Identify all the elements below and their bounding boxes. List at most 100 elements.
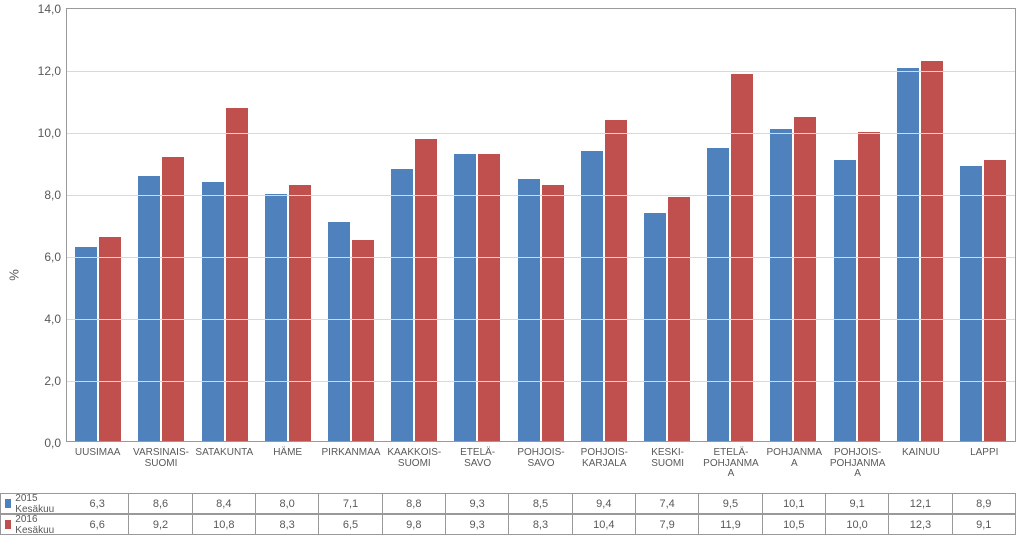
gridline: [67, 381, 1015, 382]
data-table-cell: 6,5: [319, 514, 382, 535]
series-name: 2015 Kesäkuu: [15, 493, 60, 515]
bar-series-0: [960, 166, 982, 441]
data-table-cell: 9,1: [953, 514, 1016, 535]
data-table-cell: 8,6: [129, 493, 192, 514]
category-label: ETELÄ-POHJANMAA: [699, 448, 762, 490]
bar-series-1: [289, 185, 311, 441]
data-table-cell: 9,5: [699, 493, 762, 514]
bar-series-0: [518, 179, 540, 441]
bar-group: [320, 9, 383, 441]
bar-series-1: [352, 240, 374, 441]
bar-series-1: [984, 160, 1006, 441]
category-label: HÄME: [256, 448, 319, 490]
bar-series-0: [202, 182, 224, 441]
bar-group: [762, 9, 825, 441]
bar-series-0: [644, 213, 666, 441]
data-table-cell: 7,1: [319, 493, 382, 514]
bar-series-1: [605, 120, 627, 441]
data-table-cell: 9,8: [383, 514, 446, 535]
data-table-cell: 9,4: [573, 493, 636, 514]
data-table-cell: 10,8: [193, 514, 256, 535]
y-tick-label: 4,0: [44, 312, 67, 326]
category-label: PIRKANMAA: [319, 448, 382, 490]
data-table-cell: 9,2: [129, 514, 192, 535]
bar-group: [636, 9, 699, 441]
category-label: POHJANMAA: [763, 448, 826, 490]
category-label: POHJOIS-POHJANMAA: [826, 448, 889, 490]
bar-series-1: [162, 157, 184, 441]
data-table-row: 2016 Kesäkuu6,69,210,88,36,59,89,38,310,…: [0, 514, 1016, 535]
bar-series-0: [265, 194, 287, 441]
data-table-cell: 11,9: [699, 514, 762, 535]
gridline: [67, 257, 1015, 258]
y-tick-label: 14,0: [38, 2, 67, 16]
category-label: ETELÄ-SAVO: [446, 448, 509, 490]
data-table-cell: 7,9: [636, 514, 699, 535]
bar-group: [699, 9, 762, 441]
y-tick-label: 8,0: [44, 188, 67, 202]
category-label: VARSINAIS-SUOMI: [129, 448, 192, 490]
data-table-cell: 10,0: [826, 514, 889, 535]
bar-group: [446, 9, 509, 441]
y-axis-label: %: [7, 269, 22, 281]
data-table-row-header: 2016 Kesäkuu: [0, 514, 66, 535]
bar-group: [257, 9, 320, 441]
gridline: [67, 195, 1015, 196]
data-table-cell: 10,1: [763, 493, 826, 514]
bar-group: [67, 9, 130, 441]
bar-group: [573, 9, 636, 441]
data-table-cell: 8,4: [193, 493, 256, 514]
data-table-cell: 9,3: [446, 493, 509, 514]
category-label: SATAKUNTA: [193, 448, 256, 490]
data-table-cell: 8,9: [953, 493, 1016, 514]
bar-series-0: [454, 154, 476, 441]
bar-series-1: [226, 108, 248, 441]
data-table-row: 2015 Kesäkuu6,38,68,48,07,18,89,38,59,47…: [0, 493, 1016, 514]
data-table-cell: 8,5: [509, 493, 572, 514]
data-table-cell: 8,0: [256, 493, 319, 514]
y-tick-label: 12,0: [38, 64, 67, 78]
data-table-cell: 8,3: [256, 514, 319, 535]
legend-swatch-icon: [5, 520, 11, 529]
category-label: KAAKKOIS-SUOMI: [383, 448, 446, 490]
bar-series-1: [415, 139, 437, 441]
bar-group: [952, 9, 1015, 441]
data-table-cell: 9,1: [826, 493, 889, 514]
bar-group: [130, 9, 193, 441]
data-table-row-header: 2015 Kesäkuu: [0, 493, 66, 514]
data-table-cell: 9,3: [446, 514, 509, 535]
bar-group: [193, 9, 256, 441]
bar-series-0: [897, 68, 919, 441]
data-table-cell: 12,1: [889, 493, 952, 514]
category-labels-row: UUSIMAAVARSINAIS-SUOMISATAKUNTAHÄMEPIRKA…: [66, 448, 1016, 490]
bar-group: [825, 9, 888, 441]
bar-series-0: [391, 169, 413, 441]
category-label: LAPPI: [953, 448, 1016, 490]
y-tick-label: 10,0: [38, 126, 67, 140]
bar-series-0: [138, 176, 160, 441]
y-tick-label: 2,0: [44, 374, 67, 388]
category-label: POHJOIS-SAVO: [509, 448, 572, 490]
data-table-cell: 10,4: [573, 514, 636, 535]
data-table-cell: 12,3: [889, 514, 952, 535]
data-table-cell: 8,3: [509, 514, 572, 535]
bar-series-1: [478, 154, 500, 441]
series-name: 2016 Kesäkuu: [15, 514, 60, 536]
bar-series-1: [794, 117, 816, 441]
legend-swatch-icon: [5, 499, 11, 508]
gridline: [67, 319, 1015, 320]
data-table-cell: 6,6: [66, 514, 129, 535]
bar-series-1: [921, 61, 943, 441]
bar-series-0: [328, 222, 350, 441]
data-table-cell: 6,3: [66, 493, 129, 514]
data-table-cell: 7,4: [636, 493, 699, 514]
y-tick-label: 0,0: [44, 436, 67, 450]
y-tick-label: 6,0: [44, 250, 67, 264]
chart-container: % 0,02,04,06,08,010,012,014,0 UUSIMAAVAR…: [0, 0, 1024, 550]
bar-series-0: [707, 148, 729, 441]
bar-series-1: [99, 237, 121, 441]
bar-group: [509, 9, 572, 441]
data-table-cell: 10,5: [763, 514, 826, 535]
category-label: UUSIMAA: [66, 448, 129, 490]
plot-area: 0,02,04,06,08,010,012,014,0: [66, 8, 1016, 442]
